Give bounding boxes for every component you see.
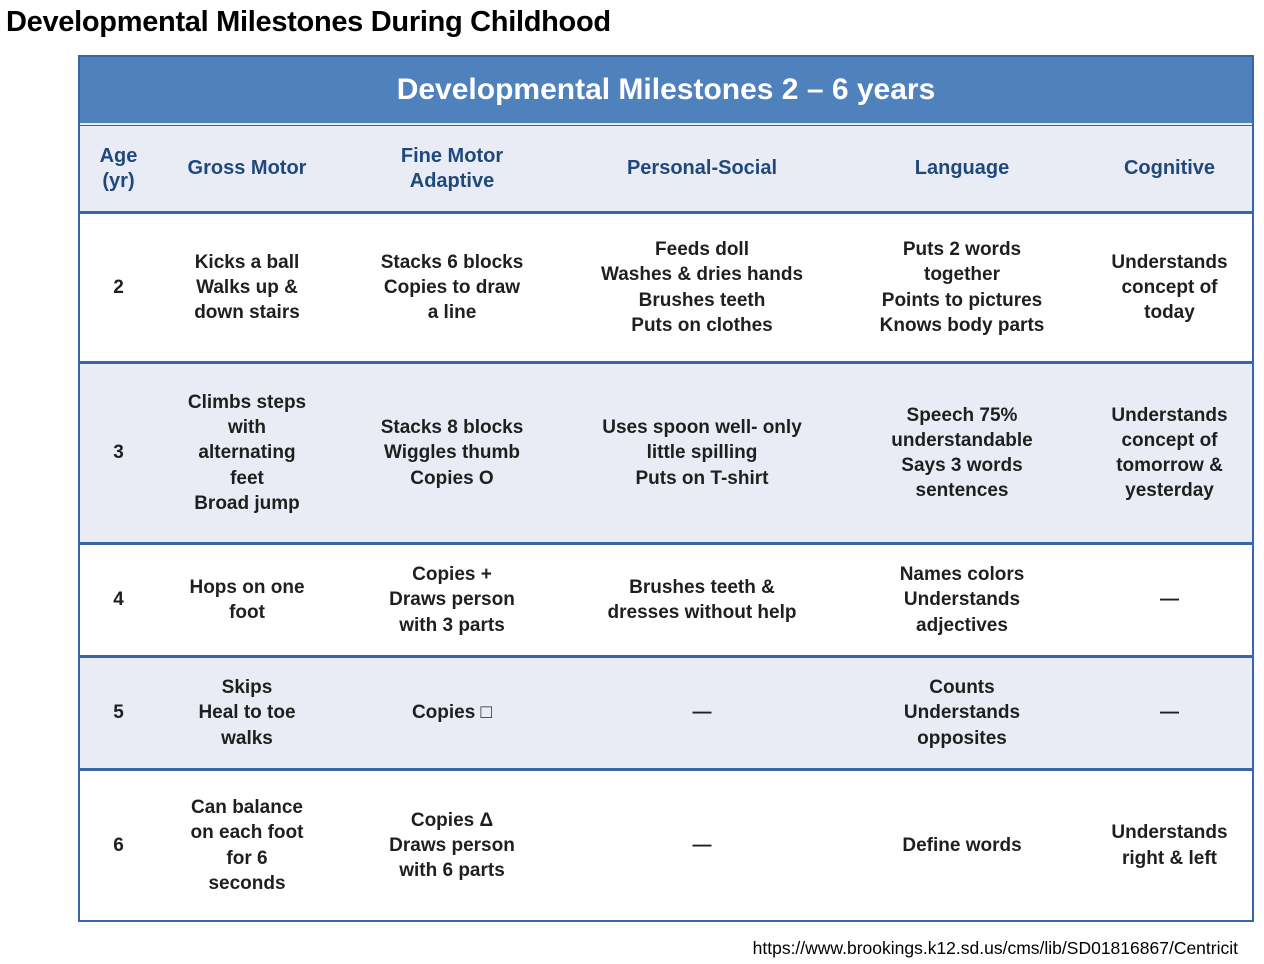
age-value: 5 [113, 702, 124, 724]
column-header-cognitive: Cognitive [1123, 157, 1216, 179]
column-header-fine-motor: Fine Motor Adaptive [400, 144, 504, 192]
gross-motor-cell: Kicks a ball Walks up & down stairs [194, 251, 300, 324]
age-value: 3 [113, 442, 124, 464]
column-header-row: Age (yr) Gross Motor Fine Motor Adaptive… [80, 125, 1252, 211]
language-cell: Puts 2 words together Points to pictures… [879, 239, 1045, 336]
page-title: Developmental Milestones During Childhoo… [6, 6, 611, 38]
table-title: Developmental Milestones 2 – 6 years [396, 73, 936, 106]
source-url: https://www.brookings.k12.sd.us/cms/lib/… [752, 938, 1238, 958]
age-value: 2 [113, 276, 124, 298]
table-row-age-5: 5 Skips Heal to toe walks Copies □ — Cou… [80, 655, 1252, 768]
personal-social-cell: Brushes teeth & dresses without help [607, 576, 797, 623]
fine-motor-cell: Stacks 6 blocks Copies to draw a line [380, 251, 524, 324]
gross-motor-cell: Skips Heal to toe walks [198, 677, 296, 749]
column-header-gross-motor: Gross Motor [187, 157, 307, 179]
cognitive-cell: — [1160, 589, 1179, 611]
table-title-bar: Developmental Milestones 2 – 6 years [80, 57, 1252, 125]
personal-social-cell: Feeds doll Washes & dries hands Brushes … [600, 239, 804, 336]
table-row-age-3: 3 Climbs steps with alternating feet Bro… [80, 361, 1252, 542]
cognitive-cell: — [1160, 702, 1179, 724]
fine-motor-cell: Copies Δ Draws person with 6 parts [389, 809, 515, 882]
language-cell: Names colors Understands adjectives [899, 564, 1025, 636]
fine-motor-cell: Stacks 8 blocks Wiggles thumb Copies O [380, 417, 524, 489]
age-value: 6 [113, 834, 124, 856]
age-value: 4 [113, 589, 124, 611]
cognitive-cell: Understands concept of tomorrow & yester… [1111, 404, 1228, 502]
fine-motor-cell: Copies + Draws person with 3 parts [389, 564, 515, 636]
language-cell: Define words [902, 834, 1022, 856]
column-header-personal-social: Personal-Social [626, 157, 778, 179]
personal-social-cell: — [692, 702, 712, 724]
cognitive-cell: Understands right & left [1111, 822, 1228, 869]
cognitive-cell: Understands concept of today [1111, 251, 1228, 324]
fine-motor-cell: Copies □ [411, 702, 493, 724]
language-cell: Counts Understands opposites [903, 677, 1021, 749]
column-header-language: Language [914, 157, 1010, 179]
table-row-age-4: 4 Hops on one foot Copies + Draws person… [80, 542, 1252, 655]
milestones-table: Developmental Milestones 2 – 6 years Age… [78, 55, 1254, 922]
personal-social-cell: — [692, 834, 712, 856]
language-cell: Speech 75% understandable Says 3 words s… [891, 404, 1033, 502]
table-row-age-6: 6 Can balance on each foot for 6 seconds… [80, 768, 1252, 920]
table-row-age-2: 2 Kicks a ball Walks up & down stairs St… [80, 211, 1252, 361]
gross-motor-cell: Can balance on each foot for 6 seconds [190, 797, 304, 894]
gross-motor-cell: Hops on one foot [189, 576, 305, 623]
personal-social-cell: Uses spoon well- only little spilling Pu… [602, 417, 802, 489]
column-header-age: Age (yr) [99, 144, 138, 192]
gross-motor-cell: Climbs steps with alternating feet Broad… [187, 392, 307, 514]
